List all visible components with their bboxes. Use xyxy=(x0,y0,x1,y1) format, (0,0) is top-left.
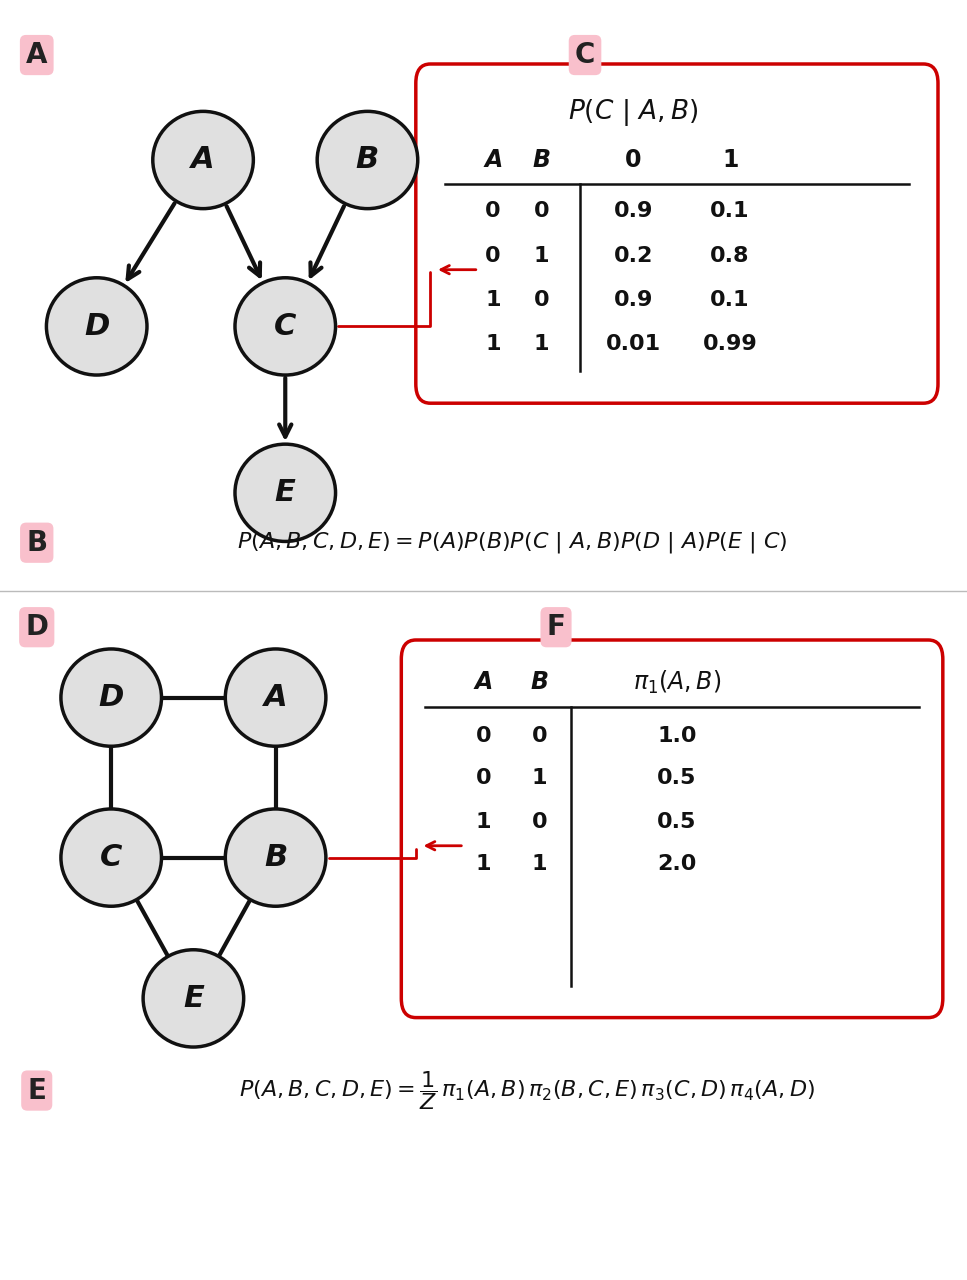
Text: 0: 0 xyxy=(532,812,547,832)
Text: B: B xyxy=(26,529,47,557)
Ellipse shape xyxy=(61,649,161,746)
Text: 1: 1 xyxy=(485,334,501,355)
Text: 0.9: 0.9 xyxy=(614,289,653,310)
Text: 0.5: 0.5 xyxy=(658,812,696,832)
Text: 0.5: 0.5 xyxy=(658,768,696,788)
Text: A: A xyxy=(191,146,215,174)
Ellipse shape xyxy=(225,649,326,746)
Text: 0: 0 xyxy=(625,148,642,172)
Text: 1: 1 xyxy=(722,148,738,172)
Text: A: A xyxy=(484,148,502,172)
Text: 0.01: 0.01 xyxy=(605,334,661,355)
Text: D: D xyxy=(84,312,109,340)
Ellipse shape xyxy=(235,278,336,375)
Text: 0: 0 xyxy=(534,289,549,310)
Text: 1: 1 xyxy=(476,854,491,874)
Text: B: B xyxy=(531,671,548,694)
Text: 0.1: 0.1 xyxy=(711,201,749,221)
Text: E: E xyxy=(27,1076,46,1105)
Text: D: D xyxy=(25,613,48,641)
Ellipse shape xyxy=(153,111,253,209)
Text: A: A xyxy=(26,41,47,69)
Text: D: D xyxy=(99,684,124,712)
Text: 0.2: 0.2 xyxy=(614,246,653,266)
Text: 0.8: 0.8 xyxy=(711,246,749,266)
Text: 1: 1 xyxy=(532,768,547,788)
Text: B: B xyxy=(264,844,287,872)
Text: 1: 1 xyxy=(534,246,549,266)
Text: 1: 1 xyxy=(534,334,549,355)
Text: 2.0: 2.0 xyxy=(658,854,696,874)
FancyBboxPatch shape xyxy=(416,64,938,403)
Ellipse shape xyxy=(46,278,147,375)
Text: 1.0: 1.0 xyxy=(658,726,696,746)
Text: $P(A,B,C,D,E) = P(A)P(B)P(C\ |\ A,B)P(D\ |\ A)P(E\ |\ C)$: $P(A,B,C,D,E) = P(A)P(B)P(C\ |\ A,B)P(D\… xyxy=(237,530,788,556)
Text: 0: 0 xyxy=(485,201,501,221)
Text: A: A xyxy=(475,671,492,694)
Text: 0.1: 0.1 xyxy=(711,289,749,310)
Text: $\pi_1(A,B)$: $\pi_1(A,B)$ xyxy=(632,668,721,696)
Text: $P(C\ |\ A,B)$: $P(C\ |\ A,B)$ xyxy=(569,97,698,128)
Text: C: C xyxy=(100,844,123,872)
Text: 0.9: 0.9 xyxy=(614,201,653,221)
Ellipse shape xyxy=(317,111,418,209)
Text: 0: 0 xyxy=(476,768,491,788)
Text: 0: 0 xyxy=(532,726,547,746)
Text: A: A xyxy=(264,684,287,712)
Text: 1: 1 xyxy=(532,854,547,874)
Ellipse shape xyxy=(225,809,326,906)
Text: $P(A,B,C,D,E) = \dfrac{1}{Z}\,\pi_1(A,B)\,\pi_2(B,C,E)\,\pi_3(C,D)\,\pi_4(A,D)$: $P(A,B,C,D,E) = \dfrac{1}{Z}\,\pi_1(A,B)… xyxy=(239,1069,815,1112)
Ellipse shape xyxy=(61,809,161,906)
Text: E: E xyxy=(275,479,296,507)
Text: 0: 0 xyxy=(485,246,501,266)
Text: B: B xyxy=(533,148,550,172)
FancyBboxPatch shape xyxy=(401,640,943,1018)
Text: C: C xyxy=(574,41,596,69)
Text: 1: 1 xyxy=(476,812,491,832)
Text: 0: 0 xyxy=(476,726,491,746)
Ellipse shape xyxy=(143,950,244,1047)
Text: 0: 0 xyxy=(534,201,549,221)
Ellipse shape xyxy=(235,444,336,541)
Text: B: B xyxy=(356,146,379,174)
Text: 0.99: 0.99 xyxy=(703,334,757,355)
Text: 1: 1 xyxy=(485,289,501,310)
Text: C: C xyxy=(274,312,297,340)
Text: F: F xyxy=(546,613,566,641)
Text: E: E xyxy=(183,984,204,1012)
